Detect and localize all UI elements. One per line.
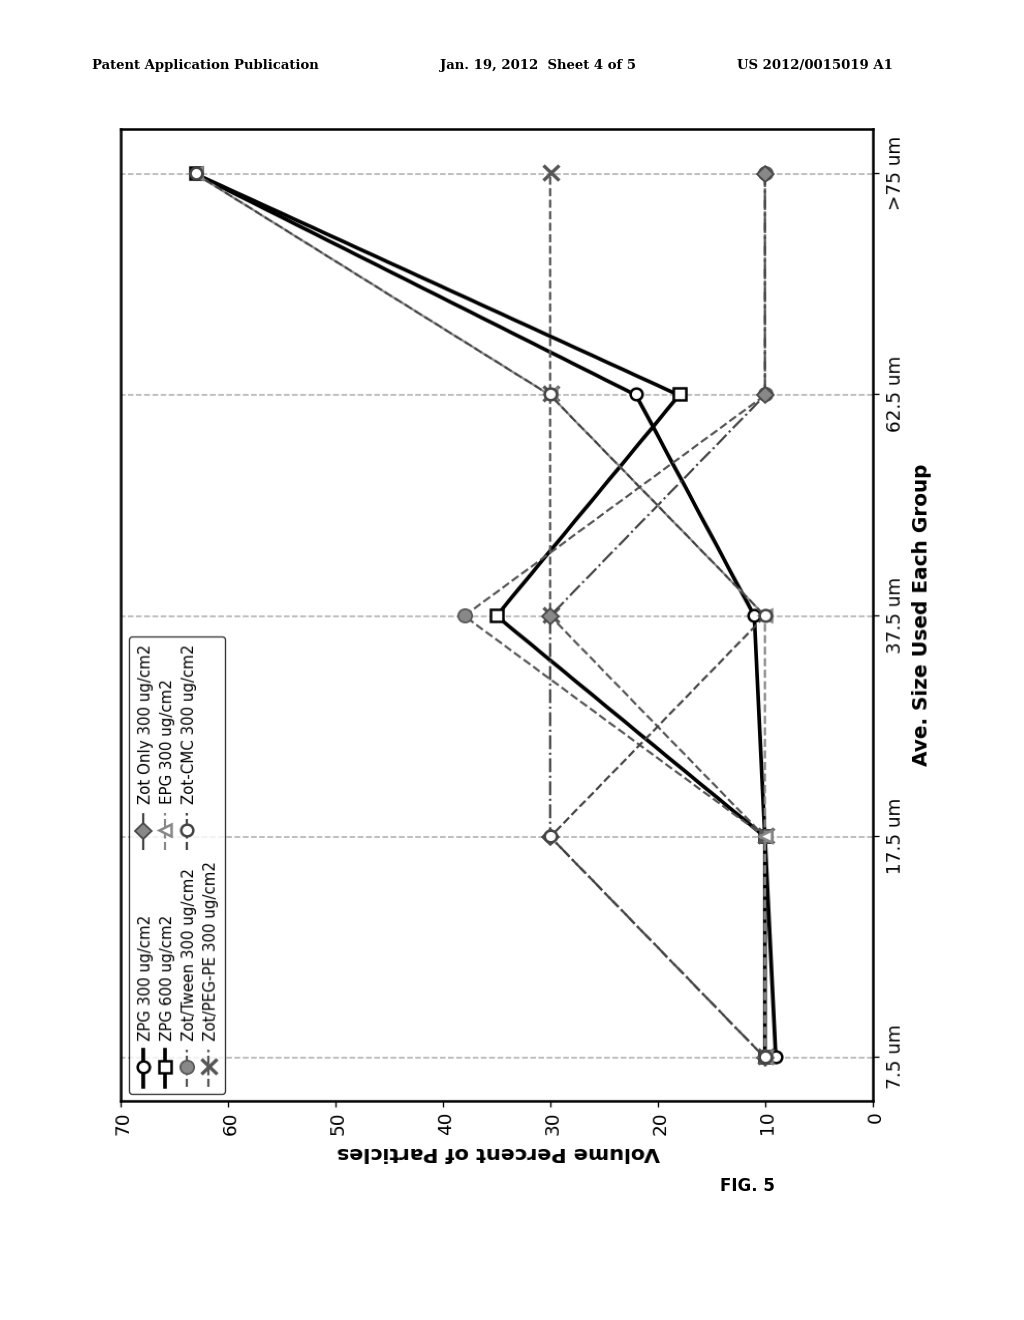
Text: Jan. 19, 2012  Sheet 4 of 5: Jan. 19, 2012 Sheet 4 of 5 xyxy=(440,59,636,73)
Text: US 2012/0015019 A1: US 2012/0015019 A1 xyxy=(737,59,893,73)
Text: FIG. 5: FIG. 5 xyxy=(720,1176,775,1195)
Text: Patent Application Publication: Patent Application Publication xyxy=(92,59,318,73)
